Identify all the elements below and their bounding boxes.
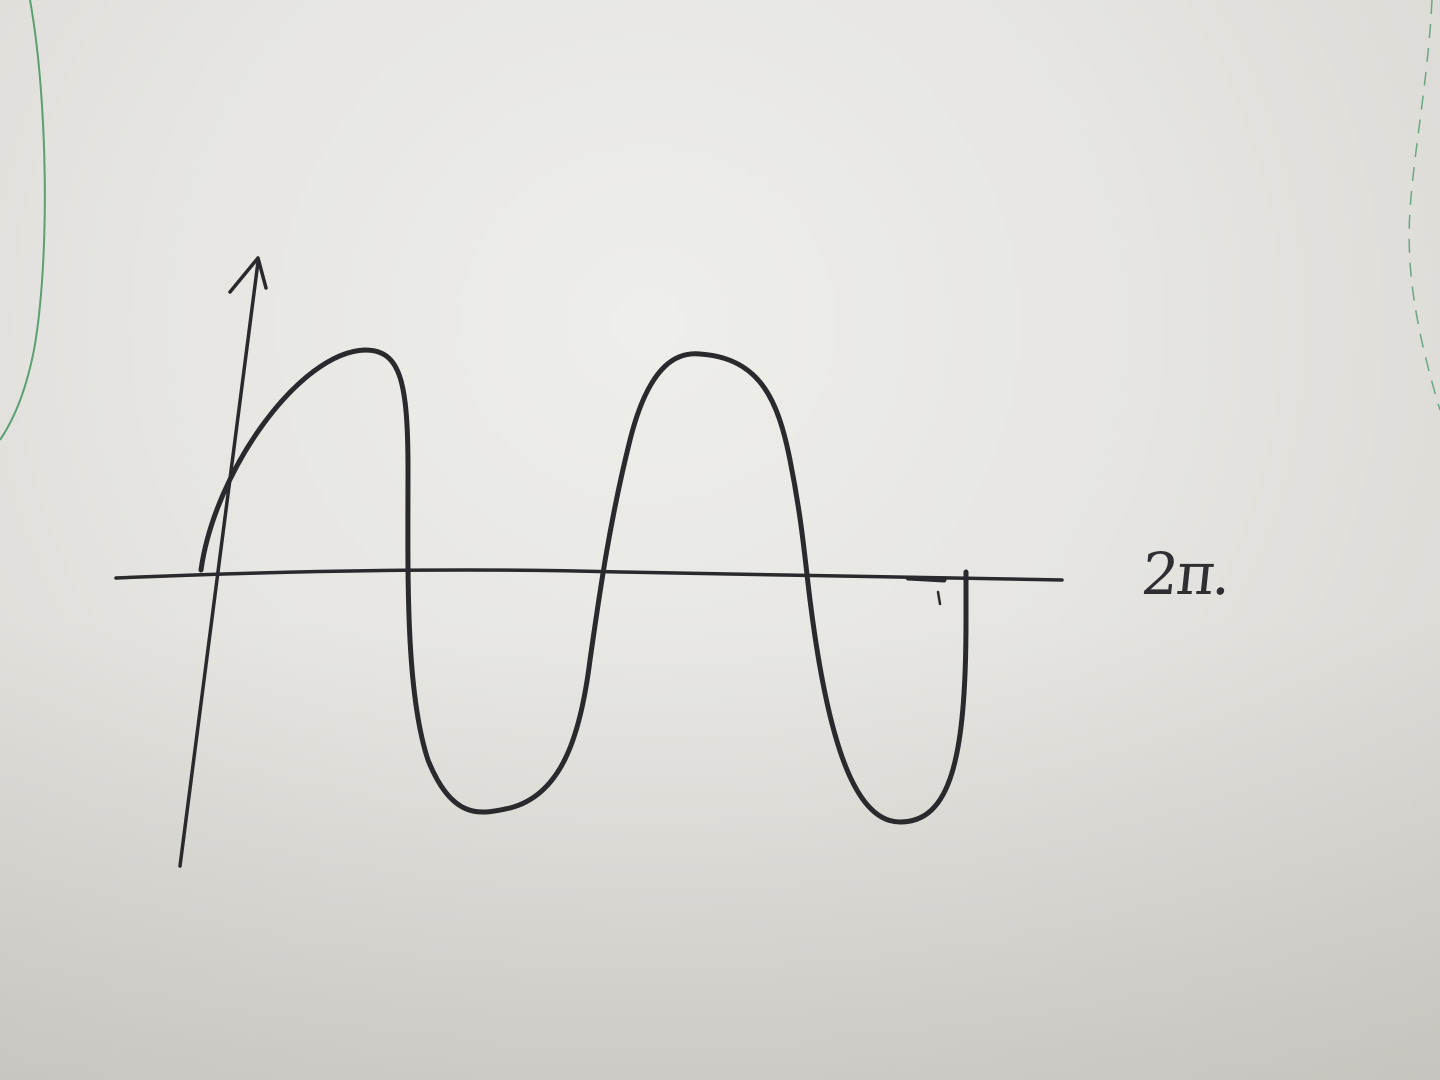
period-label: 2π.: [1138, 540, 1234, 608]
left-page-edge: [0, 0, 46, 441]
x-axis-tick: [905, 575, 947, 583]
y-axis-line: [178, 260, 260, 868]
y-axis-arrowhead: [228, 256, 268, 294]
wave-curve: [198, 347, 969, 825]
right-dashed-edge: [1408, 0, 1440, 411]
x-axis-tick-small: [936, 590, 942, 606]
